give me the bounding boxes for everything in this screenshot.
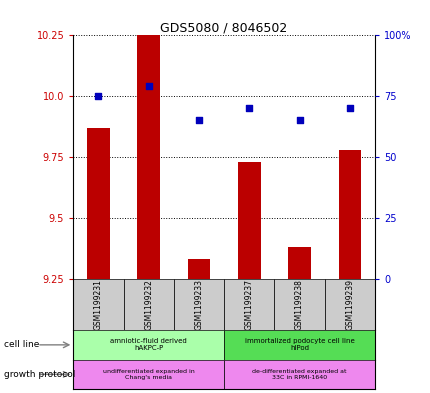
Bar bbox=[73, 279, 123, 330]
Point bbox=[195, 118, 202, 124]
Bar bbox=[224, 279, 274, 330]
Bar bbox=[338, 150, 360, 279]
Point bbox=[145, 83, 152, 90]
Title: GDS5080 / 8046502: GDS5080 / 8046502 bbox=[160, 21, 287, 34]
Bar bbox=[137, 0, 160, 279]
Text: de-differentiated expanded at
33C in RPMI-1640: de-differentiated expanded at 33C in RPM… bbox=[252, 369, 346, 380]
Bar bbox=[187, 259, 210, 279]
Bar bbox=[73, 360, 224, 389]
Bar bbox=[87, 128, 110, 279]
Point bbox=[295, 118, 302, 124]
Bar bbox=[237, 162, 260, 279]
Text: GSM1199231: GSM1199231 bbox=[94, 279, 103, 330]
Bar bbox=[324, 279, 374, 330]
Text: amniotic-fluid derived
hAKPC-P: amniotic-fluid derived hAKPC-P bbox=[110, 338, 187, 351]
Text: immortalized podocyte cell line
hIPod: immortalized podocyte cell line hIPod bbox=[244, 338, 353, 351]
Bar bbox=[288, 247, 310, 279]
Text: GSM1199232: GSM1199232 bbox=[144, 279, 153, 330]
Text: GSM1199238: GSM1199238 bbox=[295, 279, 303, 330]
Bar bbox=[224, 330, 374, 360]
Bar bbox=[73, 330, 224, 360]
Text: cell line: cell line bbox=[4, 340, 40, 349]
Point bbox=[245, 105, 252, 112]
Point bbox=[346, 105, 353, 112]
Bar bbox=[123, 279, 173, 330]
Text: GSM1199239: GSM1199239 bbox=[344, 279, 353, 330]
Bar bbox=[274, 279, 324, 330]
Text: growth protocol: growth protocol bbox=[4, 370, 76, 379]
Bar bbox=[224, 360, 374, 389]
Bar bbox=[173, 279, 224, 330]
Text: GSM1199233: GSM1199233 bbox=[194, 279, 203, 330]
Text: GSM1199237: GSM1199237 bbox=[244, 279, 253, 330]
Text: undifferentiated expanded in
Chang's media: undifferentiated expanded in Chang's med… bbox=[103, 369, 194, 380]
Point bbox=[95, 93, 101, 99]
